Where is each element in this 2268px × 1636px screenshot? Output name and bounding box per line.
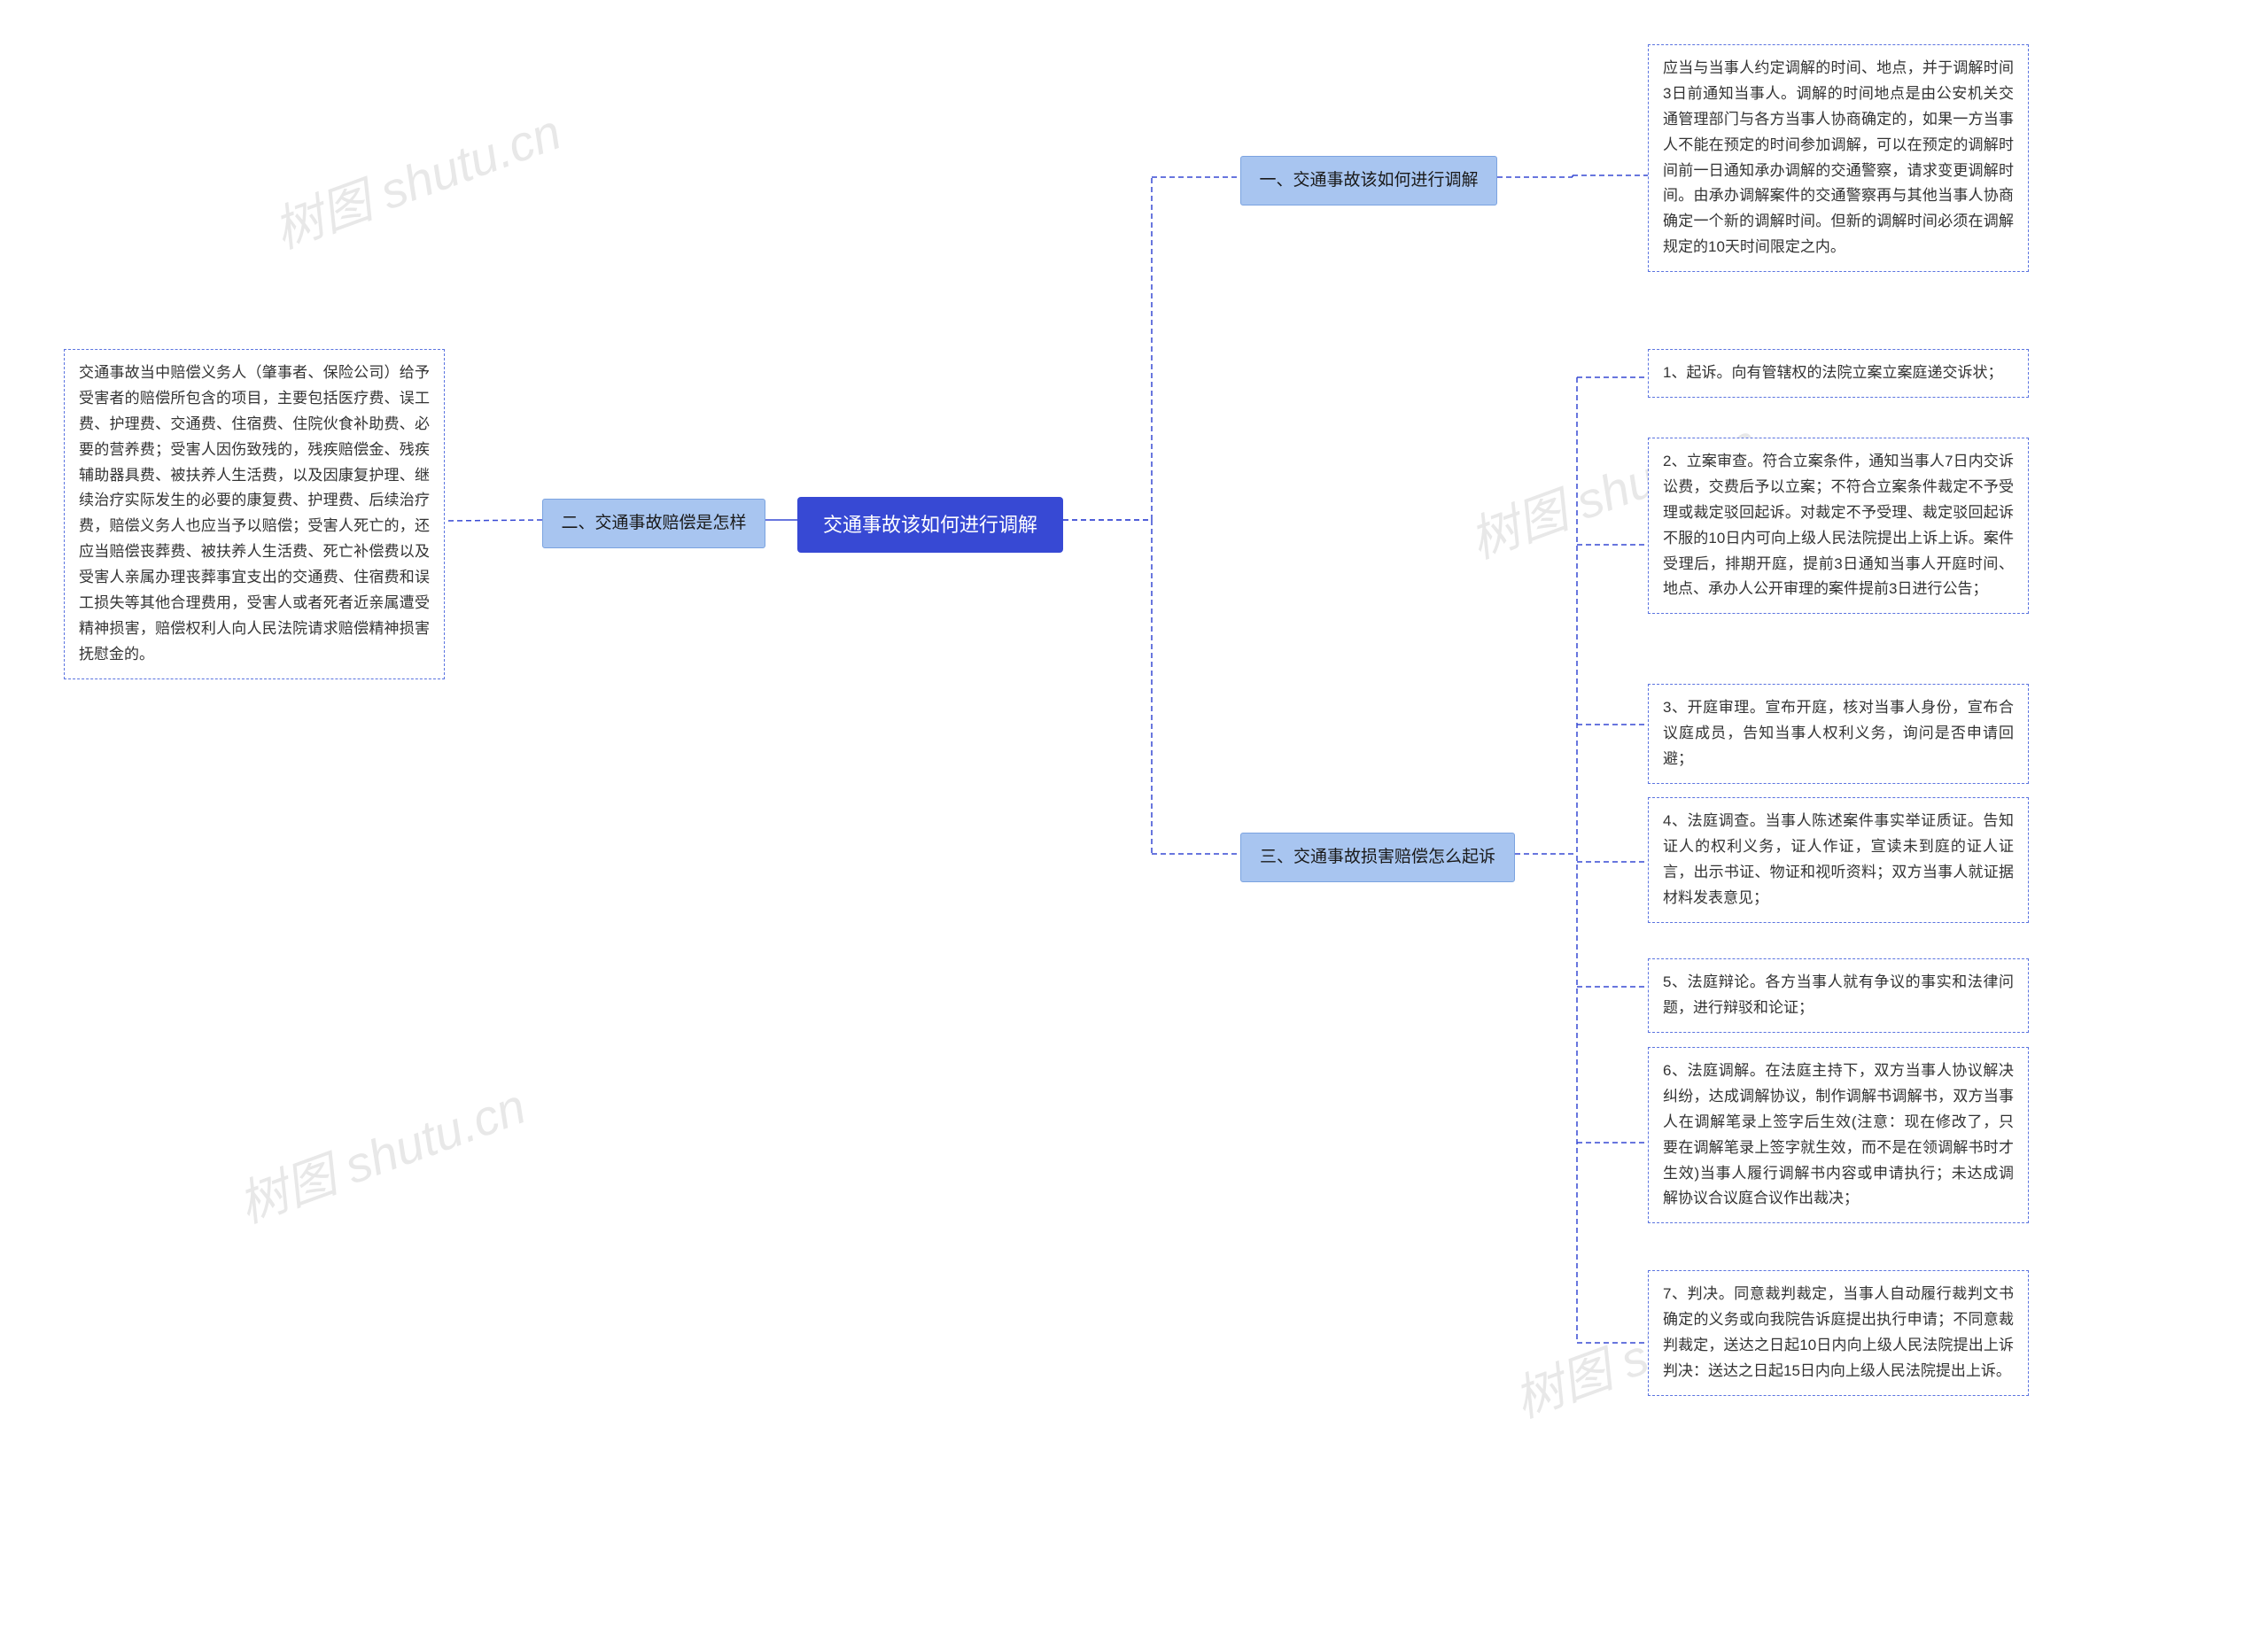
branch-3-leaf-3: 3、开庭审理。宣布开庭，核对当事人身份，宣布合议庭成员，告知当事人权利义务，询问… [1648,684,2029,784]
branch-3: 三、交通事故损害赔偿怎么起诉 [1240,833,1515,882]
branch-3-leaf-5: 5、法庭辩论。各方当事人就有争议的事实和法律问题，进行辩驳和论证； [1648,958,2029,1033]
branch-2: 二、交通事故赔偿是怎样 [542,499,765,548]
branch-3-leaf-6: 6、法庭调解。在法庭主持下，双方当事人协议解决纠纷，达成调解协议，制作调解书调解… [1648,1047,2029,1223]
watermark-1: 树图 shutu.cn [262,92,570,262]
center-node: 交通事故该如何进行调解 [797,497,1063,553]
watermark-3: 树图 shutu.cn [227,1066,534,1237]
branch-3-leaf-7: 7、判决。同意裁判裁定，当事人自动履行裁判文书确定的义务或向我院告诉庭提出执行申… [1648,1270,2029,1396]
branch-3-leaf-2: 2、立案审查。符合立案条件，通知当事人7日内交诉讼费，交费后予以立案；不符合立案… [1648,438,2029,614]
branch-1-leaf-1: 应当与当事人约定调解的时间、地点，并于调解时间3日前通知当事人。调解的时间地点是… [1648,44,2029,272]
branch-1: 一、交通事故该如何进行调解 [1240,156,1497,205]
branch-2-leaf-1: 交通事故当中赔偿义务人（肇事者、保险公司）给予受害者的赔偿所包含的项目，主要包括… [64,349,445,679]
branch-3-leaf-4: 4、法庭调查。当事人陈述案件事实举证质证。告知证人的权利义务，证人作证，宣读未到… [1648,797,2029,923]
branch-3-leaf-1: 1、起诉。向有管辖权的法院立案立案庭递交诉状； [1648,349,2029,398]
